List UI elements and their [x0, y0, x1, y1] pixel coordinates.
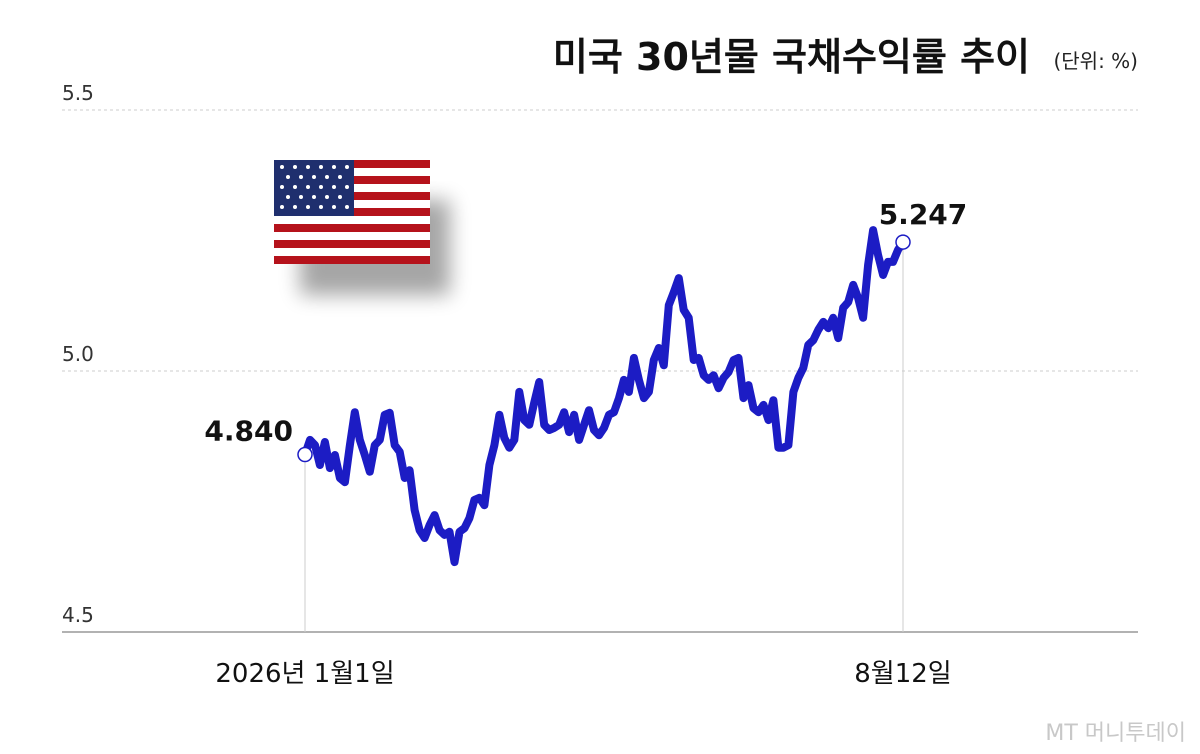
end-point	[297, 446, 313, 463]
unit-label: (단위: %)	[1053, 49, 1138, 73]
x-tick-label: 2026년 1월1일	[215, 659, 394, 689]
x-tick-label: 8월12일	[854, 659, 951, 689]
data-line	[301, 226, 907, 567]
y-tick-label: 4.5	[62, 603, 94, 627]
value-label: 5.247	[879, 198, 968, 231]
us-flag	[274, 160, 450, 295]
end-point	[895, 234, 911, 250]
y-tick-label: 5.0	[62, 342, 94, 366]
chart-title: 미국 30년물 국채수익률 추이	[553, 35, 1030, 79]
y-tick-label: 5.5	[62, 81, 94, 105]
watermark: MT 머니투데이	[1045, 721, 1186, 746]
value-label: 4.840	[204, 415, 293, 448]
